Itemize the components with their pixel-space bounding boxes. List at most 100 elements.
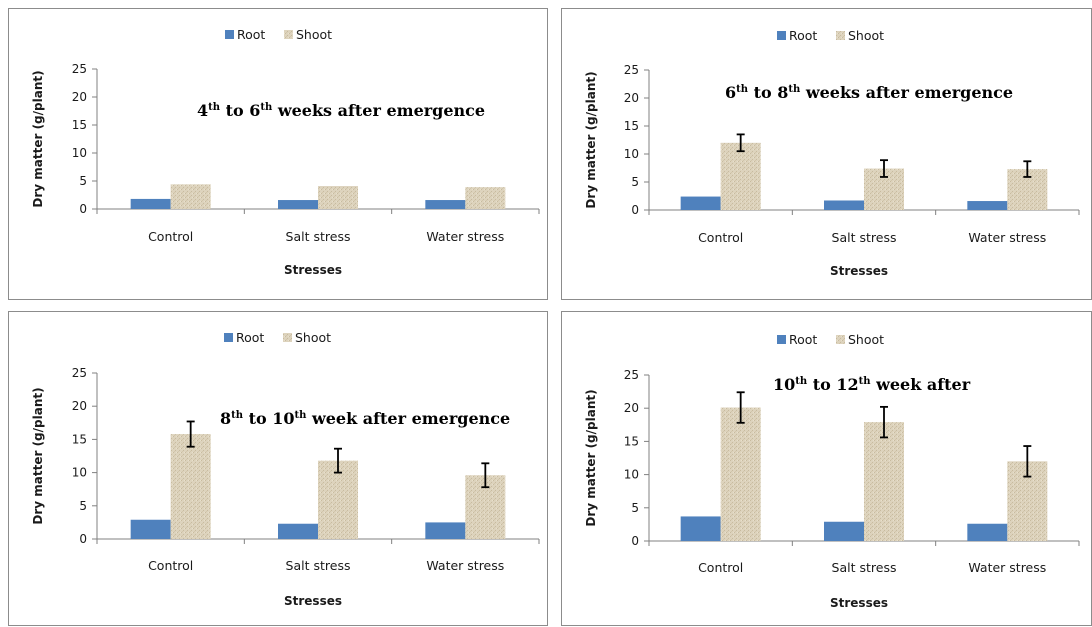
y-tick-label: 20	[72, 90, 87, 104]
bar-shoot-control	[170, 434, 211, 539]
y-tick-label: 15	[624, 119, 639, 133]
y-tick-label: 20	[624, 401, 639, 415]
legend: Root Shoot	[777, 28, 884, 43]
bar-shoot-salt-stress	[318, 460, 358, 539]
bar-root-salt-stress	[824, 200, 864, 210]
error-bar-control	[736, 133, 745, 153]
chart-panel-week-6-8: Root Shoot Dry matter (g/plant) 0 5 10 15 20 25 C…	[561, 8, 1092, 300]
bar-root-control	[130, 519, 171, 539]
y-tick-label: 10	[72, 466, 87, 480]
legend: Root Shoot	[225, 27, 332, 42]
error-bar-water-stress	[1023, 445, 1032, 478]
x-tick-label: Water stress	[968, 230, 1046, 245]
chart-annotation: 6th to 8th weeks after emergence	[725, 83, 1013, 102]
legend-label-shoot: Shoot	[848, 28, 884, 43]
bar-root-water-stress	[967, 201, 1008, 210]
legend-label-root: Root	[236, 330, 264, 345]
legend-label-root: Root	[237, 27, 265, 42]
x-tick-label: Salt stress	[286, 229, 351, 244]
bar-root-salt-stress	[278, 200, 318, 209]
bar-root-salt-stress	[278, 523, 318, 539]
x-tick-label: Salt stress	[286, 558, 351, 573]
bar-root-control	[680, 516, 721, 541]
y-tick-label: 0	[631, 203, 639, 217]
chart-panel-week-4-6: Root Shoot Dry matter (g/plant) 0 5 10 15 20 25 C…	[8, 8, 548, 300]
bar-root-water-stress	[425, 200, 466, 209]
chart-svg: Root Shoot Dry matter (g/plant) 0 5 10 15 20 25 C…	[31, 27, 540, 277]
error-bar-control	[736, 391, 745, 424]
legend-swatch-shoot	[283, 333, 292, 342]
y-tick-label: 0	[79, 202, 87, 216]
y-tick-label: 15	[72, 432, 87, 446]
chart-svg: Root Shoot Dry matter (g/plant) 0 5 10 15 20 25 C…	[31, 330, 540, 608]
y-tick-label: 15	[72, 118, 87, 132]
y-tick-label: 25	[624, 368, 639, 382]
y-axis-title: Dry matter (g/plant)	[31, 70, 45, 207]
x-axis-title: Stresses	[284, 594, 342, 608]
x-axis-title: Stresses	[284, 263, 342, 277]
y-tick-label: 10	[72, 146, 87, 160]
chart-svg: Root Shoot Dry matter (g/plant) 0 5 10 15 20 25 C…	[584, 28, 1080, 278]
chart-annotation: 4th to 6th weeks after emergence	[197, 101, 485, 120]
y-tick-label: 10	[624, 147, 639, 161]
error-bar-salt-stress	[880, 405, 888, 439]
x-tick-label: Control	[698, 230, 743, 245]
x-tick-label: Water stress	[426, 229, 504, 244]
y-tick-label: 5	[79, 174, 87, 188]
bar-root-control	[680, 196, 721, 210]
bar-root-water-stress	[425, 522, 466, 539]
y-axis-title: Dry matter (g/plant)	[31, 387, 45, 524]
x-tick-label: Water stress	[426, 558, 504, 573]
bar-shoot-salt-stress	[318, 186, 358, 209]
legend-swatch-root	[225, 30, 234, 39]
legend-swatch-shoot	[284, 30, 293, 39]
x-tick-label: Water stress	[968, 560, 1046, 575]
legend-swatch-root	[777, 335, 786, 344]
bar-shoot-water-stress	[465, 187, 506, 209]
x-tick-label: Salt stress	[832, 230, 897, 245]
y-tick-label: 25	[72, 366, 87, 380]
y-tick-label: 20	[72, 399, 87, 413]
x-tick-label: Control	[148, 558, 193, 573]
x-tick-label: Control	[148, 229, 193, 244]
legend-swatch-shoot	[836, 335, 845, 344]
x-axis-title: Stresses	[830, 596, 888, 610]
error-bar-control	[186, 420, 195, 448]
error-bar-water-stress	[1023, 160, 1032, 178]
error-bar-salt-stress	[880, 159, 888, 178]
chart-panel-week-8-10: Root Shoot Dry matter (g/plant) 0 5 10 15 20 25 C…	[8, 311, 548, 626]
chart-annotation: 10th to 12th week after	[773, 375, 971, 394]
legend-swatch-root	[224, 333, 233, 342]
legend-swatch-root	[777, 31, 786, 40]
y-axis-title: Dry matter (g/plant)	[584, 71, 598, 208]
y-tick-label: 0	[79, 532, 87, 546]
y-tick-label: 25	[72, 62, 87, 76]
chart-panel-week-10-12: Root Shoot Dry matter (g/plant) 0 5 10 15 20 25 C…	[561, 311, 1092, 626]
y-tick-label: 25	[624, 63, 639, 77]
y-tick-label: 20	[624, 91, 639, 105]
legend-label-shoot: Shoot	[295, 330, 331, 345]
bar-shoot-control	[170, 184, 211, 209]
y-tick-label: 5	[79, 499, 87, 513]
bar-root-water-stress	[967, 523, 1008, 541]
y-tick-label: 15	[624, 434, 639, 448]
y-tick-label: 5	[631, 175, 639, 189]
y-axis-title: Dry matter (g/plant)	[584, 389, 598, 526]
bar-shoot-control	[720, 142, 761, 210]
y-tick-label: 0	[631, 534, 639, 548]
chart-annotation: 8th to 10th week after emergence	[220, 409, 510, 428]
error-bar-water-stress	[481, 462, 490, 489]
bar-shoot-control	[720, 407, 761, 541]
x-axis-title: Stresses	[830, 264, 888, 278]
x-tick-label: Control	[698, 560, 743, 575]
legend: Root Shoot	[224, 330, 331, 345]
legend-swatch-shoot	[836, 31, 845, 40]
y-tick-label: 5	[631, 501, 639, 515]
bar-root-salt-stress	[824, 521, 864, 541]
legend-label-root: Root	[789, 28, 817, 43]
chart-svg: Root Shoot Dry matter (g/plant) 0 5 10 15 20 25 C…	[584, 332, 1080, 610]
legend-label-shoot: Shoot	[848, 332, 884, 347]
error-bar-salt-stress	[334, 447, 342, 474]
bar-root-control	[130, 198, 171, 209]
x-tick-label: Salt stress	[832, 560, 897, 575]
